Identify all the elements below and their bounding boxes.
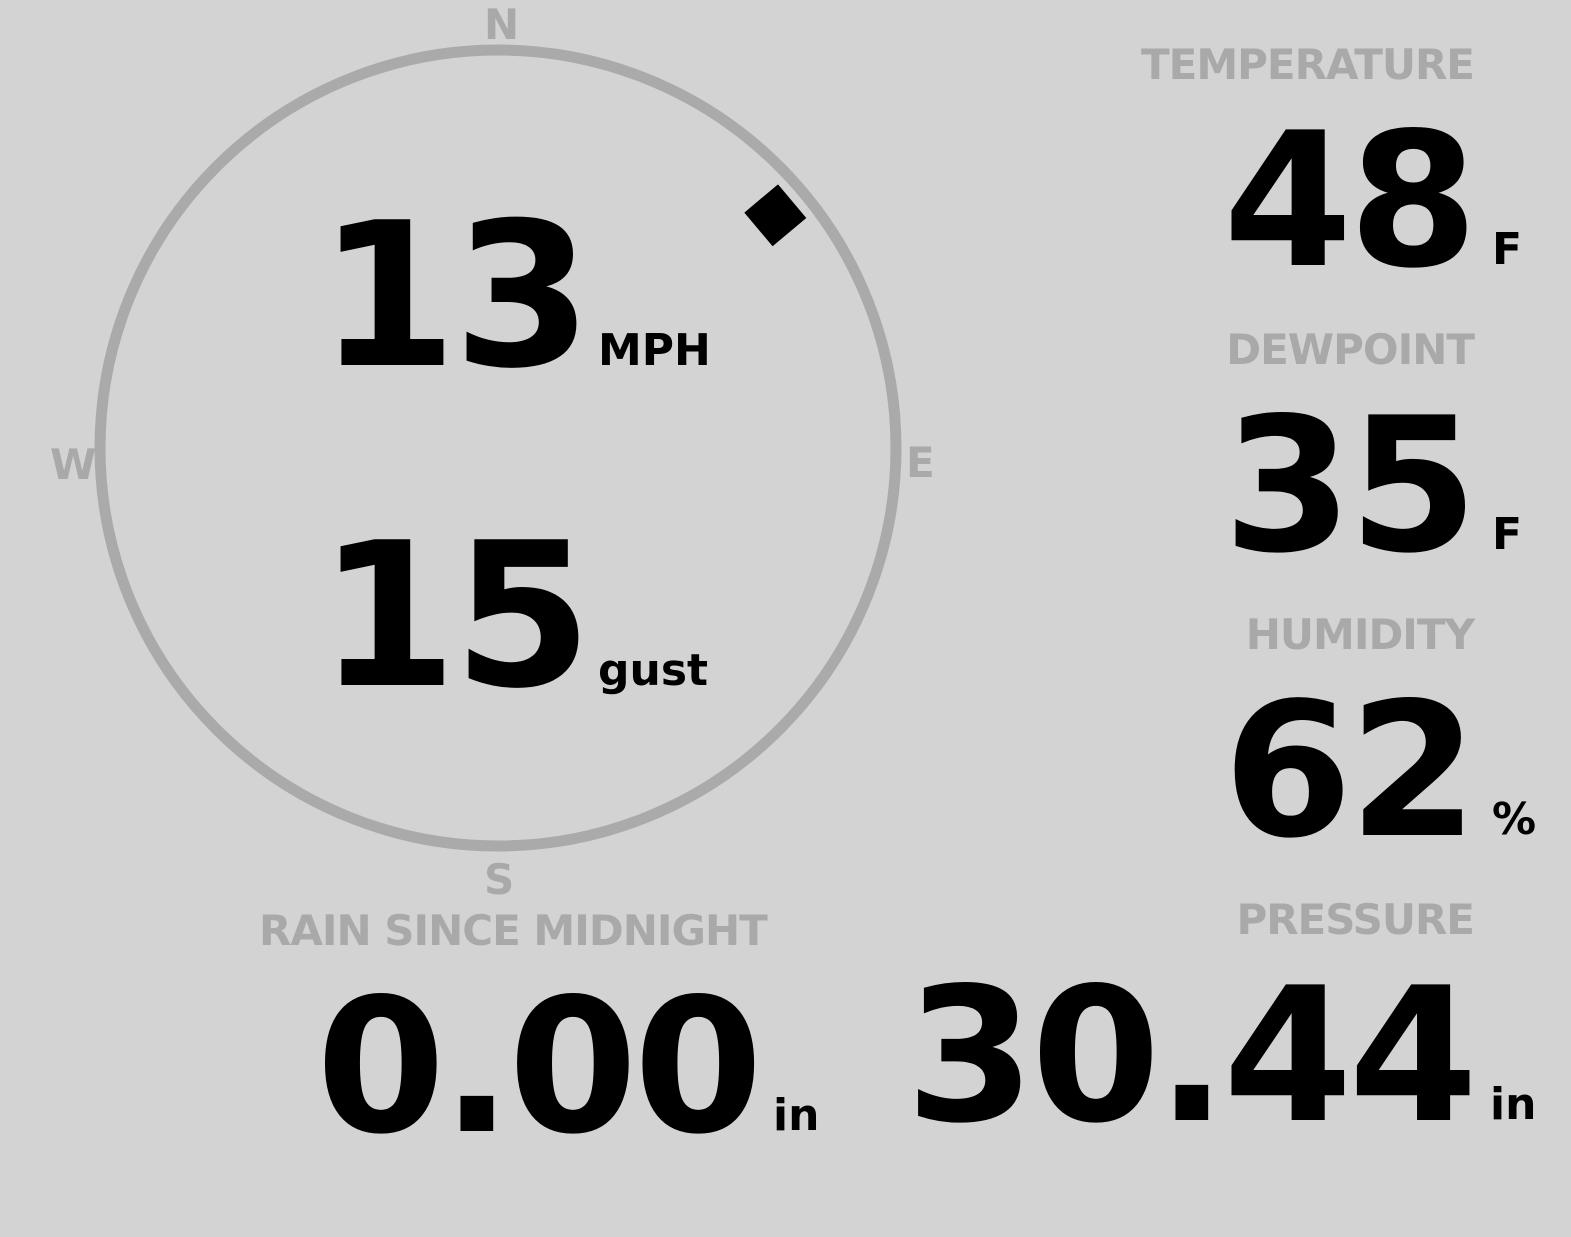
pressure-label: PRESSURE bbox=[1236, 895, 1475, 944]
compass-west: W bbox=[50, 440, 97, 489]
wind-speed-value: 13 bbox=[318, 180, 592, 413]
compass-south: S bbox=[484, 855, 515, 904]
compass-ring bbox=[94, 44, 902, 852]
humidity-label: HUMIDITY bbox=[1245, 610, 1475, 659]
dewpoint-label: DEWPOINT bbox=[1226, 325, 1475, 374]
rain-label: RAIN SINCE MIDNIGHT bbox=[259, 906, 768, 955]
pressure-value: 30.44 bbox=[905, 947, 1478, 1164]
humidity-unit: % bbox=[1492, 794, 1537, 845]
compass-north: N bbox=[484, 0, 520, 49]
temperature-value: 48 bbox=[1223, 92, 1478, 309]
rain-unit: in bbox=[773, 1090, 820, 1141]
temperature-label: TEMPERATURE bbox=[1141, 40, 1475, 89]
wind-compass bbox=[94, 44, 902, 852]
wind-gust-value: 15 bbox=[318, 500, 592, 733]
wind-direction-marker bbox=[744, 184, 807, 247]
dewpoint-unit: F bbox=[1492, 509, 1523, 560]
compass-east: E bbox=[906, 438, 935, 487]
wind-gust-unit: gust bbox=[598, 645, 709, 696]
wind-speed-unit: MPH bbox=[598, 325, 711, 376]
rain-value: 0.00 bbox=[316, 958, 763, 1175]
humidity-value: 62 bbox=[1223, 662, 1478, 879]
temperature-unit: F bbox=[1492, 224, 1523, 275]
pressure-unit: in bbox=[1490, 1079, 1537, 1130]
dewpoint-value: 35 bbox=[1223, 377, 1478, 594]
